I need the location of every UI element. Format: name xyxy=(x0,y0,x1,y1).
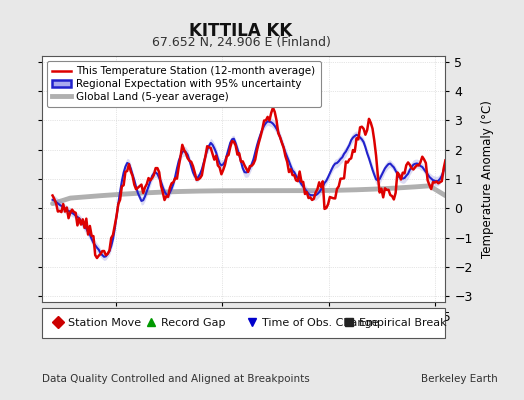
Text: Time of Obs. Change: Time of Obs. Change xyxy=(262,318,378,328)
Text: Empirical Break: Empirical Break xyxy=(358,318,446,328)
Text: KITTILA KK: KITTILA KK xyxy=(189,22,293,40)
FancyBboxPatch shape xyxy=(42,308,445,338)
Text: 67.652 N, 24.906 E (Finland): 67.652 N, 24.906 E (Finland) xyxy=(151,36,331,49)
Legend: This Temperature Station (12-month average), Regional Expectation with 95% uncer: This Temperature Station (12-month avera… xyxy=(47,61,321,107)
Text: Data Quality Controlled and Aligned at Breakpoints: Data Quality Controlled and Aligned at B… xyxy=(42,374,310,384)
Text: Berkeley Earth: Berkeley Earth xyxy=(421,374,498,384)
Text: Station Move: Station Move xyxy=(68,318,141,328)
Text: Record Gap: Record Gap xyxy=(161,318,225,328)
Y-axis label: Temperature Anomaly (°C): Temperature Anomaly (°C) xyxy=(481,100,494,258)
